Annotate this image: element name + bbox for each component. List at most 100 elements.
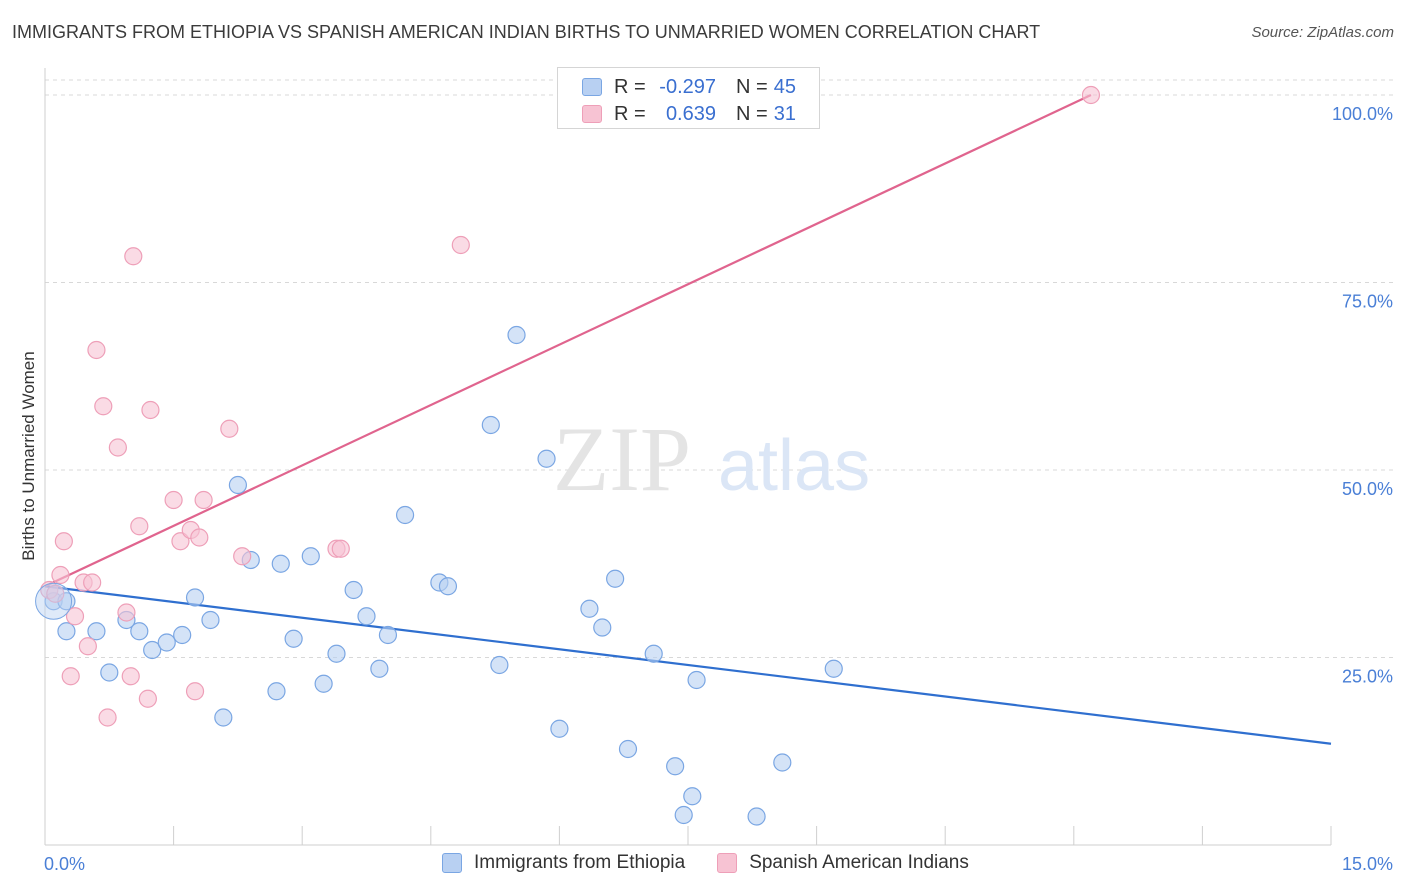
point-ethiopia xyxy=(87,622,106,641)
series-legend: Immigrants from Ethiopia Spanish America… xyxy=(442,852,1001,874)
point-ethiopia xyxy=(301,547,320,566)
point-spanish xyxy=(194,490,213,510)
point-ethiopia xyxy=(674,805,693,825)
legend-label-spanish: Spanish American Indians xyxy=(749,852,969,873)
legend-label-ethiopia: Immigrants from Ethiopia xyxy=(474,852,686,873)
point-ethiopia xyxy=(550,719,569,738)
r-value: -0.297 xyxy=(659,75,716,98)
trend-line-ethiopia xyxy=(44,585,1332,745)
point-ethiopia xyxy=(357,607,376,626)
point-ethiopia xyxy=(267,682,286,701)
r-value: 0.639 xyxy=(665,102,716,125)
point-spanish xyxy=(87,340,106,360)
point-ethiopia xyxy=(57,622,76,641)
point-ethiopia xyxy=(143,640,162,660)
watermark-zip: ZIP xyxy=(553,408,691,510)
point-spanish xyxy=(108,438,127,457)
point-spanish xyxy=(1081,85,1101,105)
legend-item-spanish: Spanish American Indians xyxy=(717,852,969,874)
point-spanish xyxy=(61,667,80,686)
point-ethiopia xyxy=(490,655,509,675)
point-ethiopia xyxy=(157,633,176,652)
y-axis-label: Births to Unmarried Women xyxy=(19,351,38,560)
point-spanish xyxy=(78,637,97,656)
tick-labels: 25.0% 50.0% 75.0% 100.0% 0.0% 15.0% xyxy=(44,104,1393,874)
point-ethiopia xyxy=(580,599,599,618)
point-ethiopia xyxy=(683,787,702,806)
point-ethiopia xyxy=(644,644,663,663)
point-spanish xyxy=(124,247,143,266)
point-spanish xyxy=(83,573,102,592)
point-ethiopia xyxy=(593,618,612,637)
y-tick-label: 100.0% xyxy=(1332,104,1393,124)
point-ethiopia xyxy=(747,807,766,826)
trend-line-spanish xyxy=(44,94,1092,588)
point-spanish xyxy=(171,532,190,551)
point-ethiopia xyxy=(130,622,149,641)
point-spanish xyxy=(164,490,183,510)
point-ethiopia xyxy=(824,659,843,678)
n-value: 31 xyxy=(773,102,796,125)
point-spanish xyxy=(141,400,160,420)
legend-swatch-blue xyxy=(582,78,602,96)
point-ethiopia xyxy=(344,580,363,600)
point-spanish xyxy=(117,603,136,622)
data-points xyxy=(35,85,1101,826)
point-spanish xyxy=(65,607,85,626)
point-spanish xyxy=(331,539,350,558)
r-label: R = xyxy=(614,102,646,125)
point-spanish xyxy=(51,565,70,585)
point-spanish xyxy=(121,667,140,686)
axes xyxy=(44,68,1332,846)
grid-lines xyxy=(45,79,1393,658)
legend-swatch-pink xyxy=(582,105,602,123)
point-spanish xyxy=(54,532,73,551)
point-spanish xyxy=(138,689,157,708)
point-ethiopia xyxy=(606,569,625,588)
correlation-legend: R = -0.297 N = 45 R = 0.639 N = 31 xyxy=(557,67,820,129)
watermark-atlas: atlas xyxy=(718,426,870,506)
point-ethiopia xyxy=(370,659,389,678)
point-ethiopia xyxy=(228,475,247,495)
point-ethiopia xyxy=(618,739,638,759)
point-ethiopia xyxy=(314,674,333,693)
point-spanish xyxy=(94,397,113,416)
r-label: R = xyxy=(614,75,646,98)
chart-title: IMMIGRANTS FROM ETHIOPIA VS SPANISH AMER… xyxy=(12,22,1041,42)
point-ethiopia xyxy=(507,325,526,345)
n-label: N = xyxy=(736,75,768,98)
y-tick-label: 50.0% xyxy=(1342,479,1393,499)
point-ethiopia xyxy=(438,577,458,596)
point-ethiopia xyxy=(284,629,303,648)
point-ethiopia xyxy=(481,415,500,435)
point-spanish xyxy=(46,584,65,603)
trend-lines xyxy=(44,94,1332,745)
point-ethiopia xyxy=(201,610,220,630)
point-ethiopia xyxy=(773,753,792,772)
point-spanish xyxy=(220,419,239,438)
point-ethiopia xyxy=(271,554,290,573)
point-ethiopia-cluster xyxy=(35,582,73,620)
point-spanish xyxy=(130,517,149,536)
point-ethiopia xyxy=(214,708,233,727)
point-ethiopia xyxy=(666,757,685,776)
point-ethiopia xyxy=(100,663,119,682)
x-tick-label: 0.0% xyxy=(44,854,85,874)
point-ethiopia xyxy=(185,588,205,607)
legend-swatch-blue xyxy=(442,853,462,873)
point-ethiopia xyxy=(537,449,556,468)
point-ethiopia xyxy=(327,644,346,663)
watermark: ZIP atlas xyxy=(553,408,870,510)
legend-row-ethiopia: R = -0.297 N = 45 xyxy=(582,74,796,100)
point-spanish xyxy=(190,528,209,547)
point-spanish xyxy=(98,708,117,727)
legend-item-ethiopia: Immigrants from Ethiopia xyxy=(442,852,685,874)
point-ethiopia xyxy=(687,670,706,690)
point-ethiopia xyxy=(395,505,415,525)
y-tick-label: 25.0% xyxy=(1342,667,1393,687)
point-spanish xyxy=(451,235,470,255)
legend-swatch-pink xyxy=(717,853,738,873)
point-ethiopia xyxy=(378,625,398,645)
n-label: N = xyxy=(736,102,768,125)
